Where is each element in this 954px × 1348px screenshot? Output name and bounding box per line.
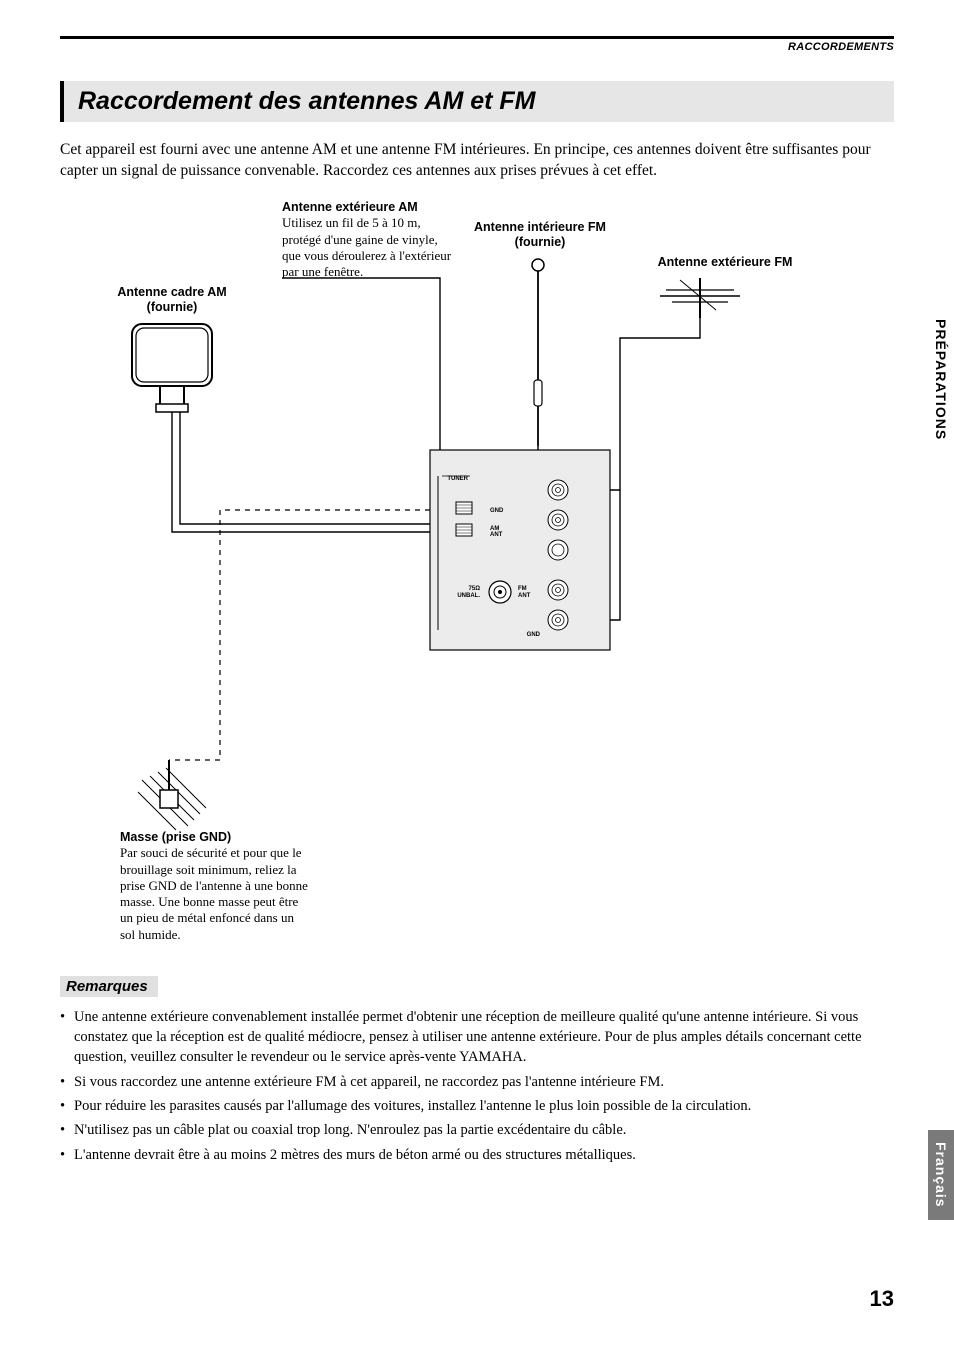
side-tab-preparations: PRÉPARATIONS <box>928 290 954 470</box>
side-tab-language: Français <box>928 1130 954 1220</box>
side-tab-prep-label: PRÉPARATIONS <box>933 319 949 440</box>
remarks-heading: Remarques <box>60 976 158 997</box>
svg-text:GND: GND <box>527 632 541 638</box>
remark-item: Une antenne extérieure convenablement in… <box>60 1007 894 1068</box>
running-head: RACCORDEMENTS <box>60 41 894 53</box>
side-tab-lang-label: Français <box>933 1142 949 1208</box>
ground-stake-icon <box>138 760 220 830</box>
diagram-svg: TUNER GND AM ANT <box>60 200 894 960</box>
remarks-list: Une antenne extérieure convenablement in… <box>60 1007 894 1165</box>
intro-paragraph: Cet appareil est fourni avec une antenne… <box>60 140 894 182</box>
fm-ext-icon <box>660 278 740 318</box>
fm-int-icon <box>532 259 544 446</box>
svg-text:75Ω: 75Ω <box>469 586 481 592</box>
svg-text:FM: FM <box>518 586 527 592</box>
svg-text:ANT: ANT <box>490 532 503 538</box>
svg-text:ANT: ANT <box>518 593 531 599</box>
antenna-diagram: Antenne cadre AM (fournie) Antenne extér… <box>60 200 894 960</box>
svg-text:UNBAL.: UNBAL. <box>457 593 480 599</box>
remark-item: N'utilisez pas un câble plat ou coaxial … <box>60 1120 894 1140</box>
label-gnd: GND <box>490 508 504 514</box>
page-number: 13 <box>870 1286 894 1312</box>
tuner-panel-icon: TUNER GND AM ANT <box>430 450 610 650</box>
top-rule <box>60 36 894 39</box>
remark-item: Si vous raccordez une antenne extérieure… <box>60 1072 894 1092</box>
remark-item: Pour réduire les parasites causés par l'… <box>60 1096 894 1116</box>
label-tuner: TUNER <box>447 476 468 482</box>
section-title: Raccordement des antennes AM et FM <box>60 81 894 122</box>
am-loop-icon <box>132 324 212 412</box>
remark-item: L'antenne devrait être à au moins 2 mètr… <box>60 1145 894 1165</box>
